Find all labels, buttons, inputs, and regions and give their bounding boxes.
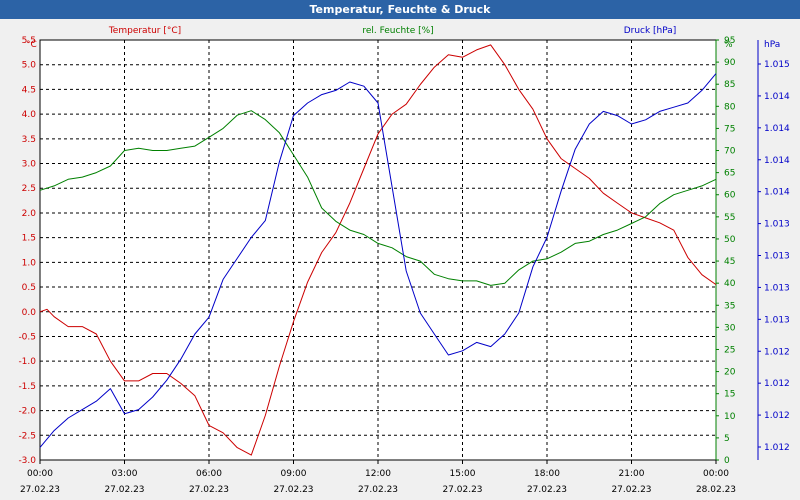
grid [40,40,716,460]
temperature-axis-label: Temperatur [°C] [108,26,181,36]
temperature-tick-label: 4.0 [22,110,37,120]
pressure-unit: hPa [764,40,780,50]
humidity-tick-label: 15 [724,390,735,400]
temperature-tick-label: 1.0 [22,258,37,268]
humidity-tick-label: 45 [724,257,735,267]
temperature-tick-label: 3.5 [22,135,36,145]
humidity-tick-label: 80 [724,102,736,112]
time-tick-label: 21:00 [619,469,645,479]
date-tick-label: 27.02.23 [611,485,651,495]
humidity-line [39,110,717,286]
humidity-tick-label: 10 [724,412,736,422]
humidity-tick-label: 40 [724,279,736,289]
humidity-tick-label: 90 [724,58,736,68]
temperature-tick-label: 2.5 [22,184,36,194]
time-tick-label: 06:00 [196,469,222,479]
temperature-tick-label: -0.5 [18,332,36,342]
date-tick-label: 27.02.23 [20,485,60,495]
humidity-tick-label: 65 [724,169,735,179]
pressure-tick-label: 1.015 [764,60,790,70]
temperature-tick-label: 5.0 [22,61,37,71]
humidity-tick-label: 50 [724,235,736,245]
pressure-tick-label: 1.012 [764,379,790,389]
pressure-tick-label: 1.014 [764,92,790,102]
time-tick-label: 12:00 [365,469,391,479]
time-tick-label: 15:00 [450,469,476,479]
pressure-tick-label: 1.012 [764,443,790,453]
time-axis: 00:00 27.02.23 03:00 27.02.23 06:00 27.02.23 0… [20,460,736,495]
temperature-tick-label: -1.0 [18,357,36,367]
humidity-tick-label: 95 [724,36,735,46]
temperature-tick-label: 2.0 [22,209,37,219]
pressure-axis: 1.015 1.014 1.014 1.014 1.014 1.013 1.013 1.013… [757,40,790,460]
temperature-tick-label: 1.5 [22,234,36,244]
pressure-tick-label: 1.013 [764,220,790,230]
humidity-tick-label: 5 [724,434,730,444]
temperature-tick-label: 0.5 [22,283,36,293]
date-tick-label: 27.02.23 [442,485,482,495]
pressure-tick-label: 1.013 [764,252,790,262]
time-tick-label: 03:00 [112,469,138,479]
humidity-unit: % [724,40,733,50]
pressure-tick-label: 1.013 [764,315,790,325]
temperature-tick-label: 5.5 [22,36,36,46]
temperature-tick-label: 3.0 [22,160,37,170]
date-tick-label: 27.02.23 [358,485,398,495]
humidity-axis-label: rel. Feuchte [%] [362,26,433,36]
pressure-line [39,73,717,448]
chart-title: Temperatur, Feuchte & Druck [0,0,800,19]
temperature-tick-label: 4.5 [22,85,36,95]
pressure-tick-label: 1.014 [764,124,790,134]
temperature-tick-label: -2.5 [18,431,36,441]
humidity-tick-label: 35 [724,301,735,311]
humidity-tick-label: 30 [724,323,736,333]
humidity-tick-label: 60 [724,191,736,201]
humidity-tick-label: 0 [724,456,730,466]
humidity-tick-label: 70 [724,147,736,157]
humidity-tick-label: 85 [724,80,735,90]
date-tick-label: 28.02.23 [696,485,736,495]
humidity-tick-label: 55 [724,213,735,223]
pressure-axis-label: Druck [hPa] [624,26,677,36]
date-tick-label: 27.02.23 [273,485,313,495]
temperature-tick-label: 0.0 [22,308,37,318]
temperature-tick-label: -2.0 [18,407,36,417]
time-tick-label: 18:00 [534,469,560,479]
pressure-tick-label: 1.012 [764,347,790,357]
humidity-tick-label: 75 [724,124,735,134]
series-lines [39,44,717,456]
pressure-tick-label: 1.014 [764,156,790,166]
date-tick-label: 27.02.23 [527,485,567,495]
temperature-tick-label: -3.0 [18,456,36,466]
temperature-axis: 5.5 5.0 4.5 4.0 3.5 3.0 2.5 2.0 1.5 1.0 0.5 0.0 -0.5… [18,36,36,466]
time-tick-label: 00:00 [703,469,729,479]
humidity-tick-label: 25 [724,345,735,355]
time-tick-label: 00:00 [27,469,53,479]
temperature-line [39,44,717,456]
pressure-tick-label: 1.013 [764,283,790,293]
date-tick-label: 27.02.23 [189,485,229,495]
pressure-tick-label: 1.012 [764,411,790,421]
date-tick-label: 27.02.23 [104,485,144,495]
temperature-tick-label: -1.5 [18,382,36,392]
pressure-tick-label: 1.014 [764,188,790,198]
time-tick-label: 09:00 [281,469,307,479]
temperature-unit: °C [26,40,37,50]
humidity-tick-label: 20 [724,368,736,378]
